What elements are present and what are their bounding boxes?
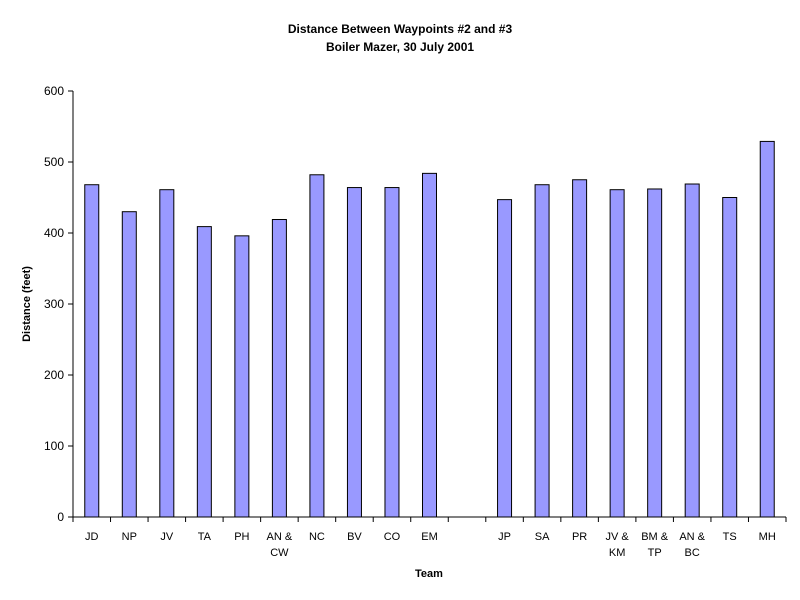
bar	[647, 188, 663, 518]
bar	[497, 199, 513, 518]
x-tick-label: PH	[234, 531, 249, 543]
x-tick-label: AN &	[267, 531, 293, 543]
bar	[684, 183, 700, 518]
x-tick-label: JV &	[606, 531, 630, 543]
plot-area: 0 100 200 300 400 500 600 JD NP JV TA PH AN & CW NC BV C…	[44, 84, 787, 559]
y-tick-label: 500	[44, 155, 64, 169]
y-axis-label: Distance (feet)	[21, 266, 33, 342]
bar	[422, 172, 437, 518]
x-tick-label: AN &	[679, 531, 705, 543]
x-tick-label: JD	[85, 531, 99, 543]
x-tick-label: TS	[723, 531, 737, 543]
x-tick-label: CO	[384, 531, 401, 543]
x-tick-label: BV	[347, 531, 362, 543]
bar	[384, 187, 400, 518]
x-axis-label: Team	[415, 568, 443, 580]
bar	[722, 197, 738, 518]
y-tick-label: 600	[44, 84, 64, 98]
x-tick-label: JV	[160, 531, 174, 543]
bar	[309, 174, 325, 518]
chart-title: Distance Between Waypoints #2 and #3	[288, 22, 513, 36]
x-tick-label: MH	[759, 531, 776, 543]
bar	[534, 184, 550, 518]
bar	[346, 187, 362, 518]
bar	[159, 189, 175, 518]
chart-subtitle: Boiler Mazer, 30 July 2001	[326, 40, 474, 54]
bar	[759, 140, 775, 518]
bar	[572, 179, 588, 518]
y-tick-label: 200	[44, 368, 64, 382]
x-tick-label: CW	[270, 547, 289, 559]
bar	[609, 189, 625, 518]
y-tick-label: 300	[44, 297, 64, 311]
x-tick-label: PR	[572, 531, 587, 543]
y-tick-label: 100	[44, 439, 64, 453]
bar	[84, 184, 100, 518]
y-tick-label: 400	[44, 226, 64, 240]
bar	[234, 235, 250, 518]
x-tick-label: JP	[498, 531, 511, 543]
x-tick-label: BC	[685, 547, 700, 559]
y-tick-label: 0	[57, 510, 64, 524]
x-tick-label: TP	[648, 547, 662, 559]
bar	[196, 226, 212, 518]
x-tick-label: KM	[609, 547, 626, 559]
x-tick-label: EM	[421, 531, 438, 543]
x-tick-label: BM &	[641, 531, 669, 543]
bar	[121, 211, 137, 518]
x-tick-label: SA	[535, 531, 550, 543]
x-tick-label: NC	[309, 531, 325, 543]
x-tick-label: NP	[122, 531, 137, 543]
bar	[271, 219, 287, 518]
x-tick-label: TA	[198, 531, 212, 543]
